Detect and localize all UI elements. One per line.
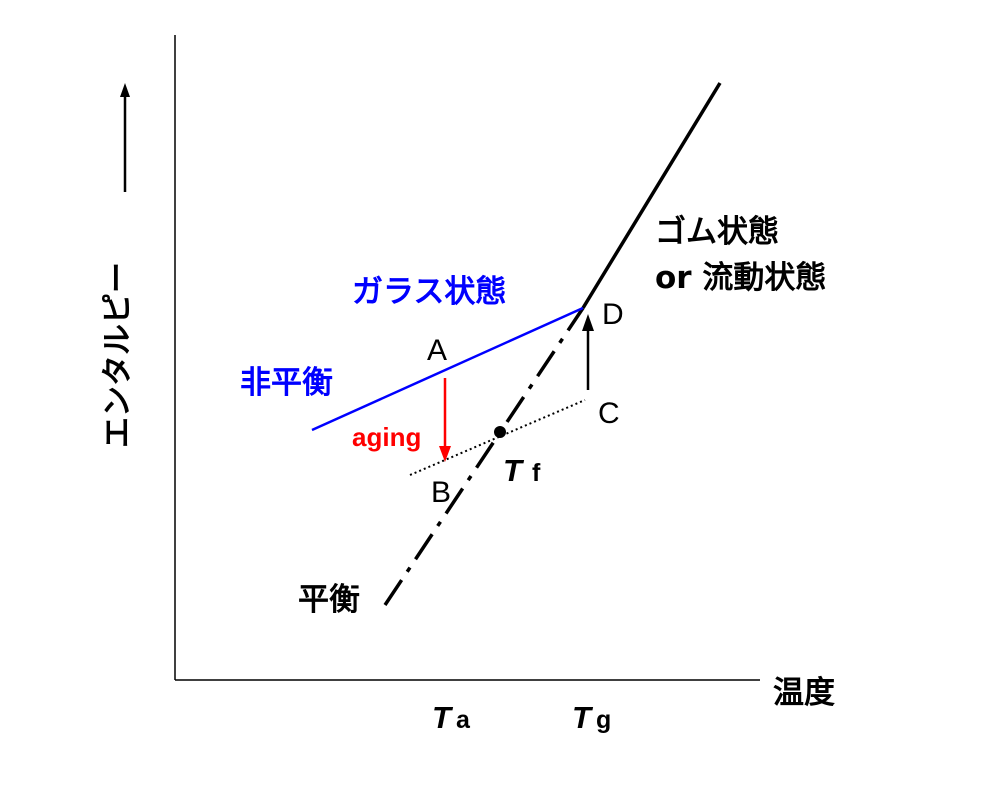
aging-arrow — [439, 378, 451, 462]
flow-state-label: or 流動状態 — [655, 260, 826, 296]
glass-state-line — [311, 306, 584, 432]
fictive-temperature-symbol: T — [503, 453, 525, 488]
point-b-label: B — [431, 476, 451, 509]
point-c-label: C — [598, 397, 620, 430]
nonequilibrium-label: 非平衡 — [240, 365, 333, 401]
glass-transition-temperature-subscript: g — [596, 706, 611, 734]
fictive-temperature-point — [494, 426, 506, 438]
aging-temperature-label: T a — [432, 700, 471, 735]
heating-arrow — [582, 314, 594, 390]
aging-temperature-subscript: a — [456, 706, 471, 734]
rubber-state-label: ゴム状態 — [655, 214, 779, 250]
equilibrium-label: 平衡 — [298, 582, 360, 618]
x-axis-label: 温度 — [773, 675, 835, 711]
fictive-temperature-subscript: f — [532, 459, 541, 487]
aging-temperature-symbol: T — [432, 700, 454, 735]
glass-transition-temperature-symbol: T — [572, 700, 594, 735]
aged-glass-dotted-line — [409, 399, 586, 476]
fictive-temperature-label: T f — [503, 453, 541, 488]
y-axis-direction-arrow — [120, 83, 130, 192]
point-a-label: A — [427, 334, 447, 367]
glass-transition-temperature-label: T g — [572, 700, 611, 735]
equilibrium-line — [383, 307, 585, 606]
glass-state-label: ガラス状態 — [352, 274, 506, 310]
point-d-label: D — [602, 298, 624, 331]
y-axis-label: エンタルピー — [100, 262, 136, 448]
aging-label: aging — [352, 422, 421, 452]
rubber-state-line — [581, 82, 722, 309]
